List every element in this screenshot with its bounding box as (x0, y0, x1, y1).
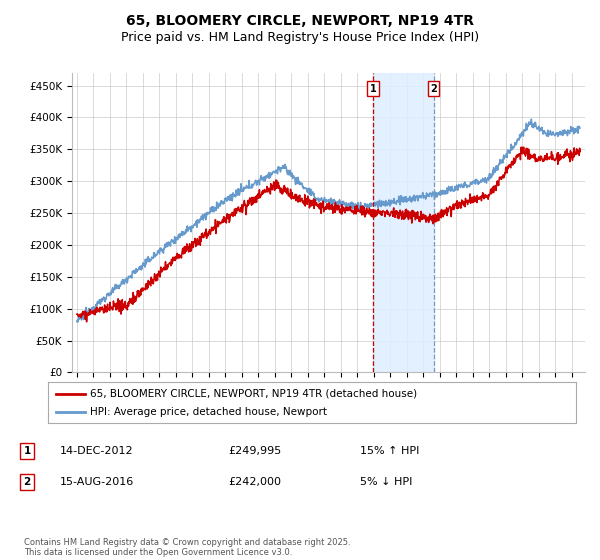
Text: 14-DEC-2012: 14-DEC-2012 (60, 446, 134, 456)
Text: Contains HM Land Registry data © Crown copyright and database right 2025.
This d: Contains HM Land Registry data © Crown c… (24, 538, 350, 557)
Bar (373, 73, 434, 372)
Text: Price paid vs. HM Land Registry's House Price Index (HPI): Price paid vs. HM Land Registry's House … (121, 31, 479, 44)
Text: £242,000: £242,000 (228, 477, 281, 487)
Text: 65, BLOOMERY CIRCLE, NEWPORT, NP19 4TR: 65, BLOOMERY CIRCLE, NEWPORT, NP19 4TR (126, 14, 474, 28)
Text: 2: 2 (430, 84, 437, 94)
Text: 15-AUG-2016: 15-AUG-2016 (60, 477, 134, 487)
Text: HPI: Average price, detached house, Newport: HPI: Average price, detached house, Newp… (90, 407, 327, 417)
Text: 2: 2 (23, 477, 31, 487)
Text: 5% ↓ HPI: 5% ↓ HPI (360, 477, 412, 487)
Text: 65, BLOOMERY CIRCLE, NEWPORT, NP19 4TR (detached house): 65, BLOOMERY CIRCLE, NEWPORT, NP19 4TR (… (90, 389, 418, 399)
Text: 1: 1 (23, 446, 31, 456)
Text: 15% ↑ HPI: 15% ↑ HPI (360, 446, 419, 456)
Text: £249,995: £249,995 (228, 446, 281, 456)
Text: 1: 1 (370, 84, 376, 94)
